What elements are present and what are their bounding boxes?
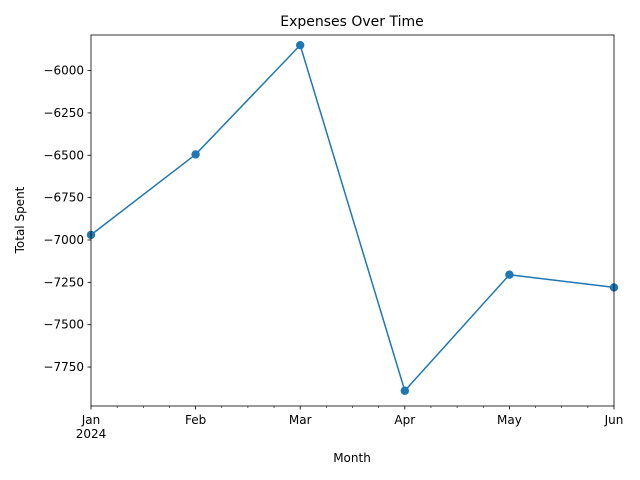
x-tick-label-0: Jan [81,413,101,427]
x-tick-label-3: Apr [394,413,415,427]
data-point-0-1 [191,150,200,159]
y-tick-label-3: −6750 [43,191,84,205]
y-tick-label-6: −7500 [43,318,84,332]
data-point-0-4 [505,270,514,279]
x-tick-label-2: Mar [289,413,312,427]
y-tick-label-2: −6500 [43,148,84,162]
data-point-0-2 [296,40,305,50]
x-tick-label-1: Feb [185,413,206,427]
chart-title: Expenses Over Time [280,14,424,30]
series-line-0 [90,44,615,392]
x-year-label: 2024 [76,427,107,441]
data-point-0-3 [400,386,409,395]
x-axis-title: Month [333,451,371,465]
plot-area: −6000 −6250 −6500 −6750 −7000 −7250 −7500 −7750… [43,34,624,441]
y-tick-label-5: −7250 [43,275,84,289]
y-axis-title: Total Spent [13,186,27,254]
y-tick-label-4: −7000 [43,233,84,247]
y-tick-label-7: −7750 [43,360,84,374]
x-tick-label-4: May [497,413,522,427]
y-tick-label-0: −6000 [43,64,84,78]
y-tick-label-1: −6250 [43,106,84,120]
x-tick-label-5: Jun [604,413,624,427]
